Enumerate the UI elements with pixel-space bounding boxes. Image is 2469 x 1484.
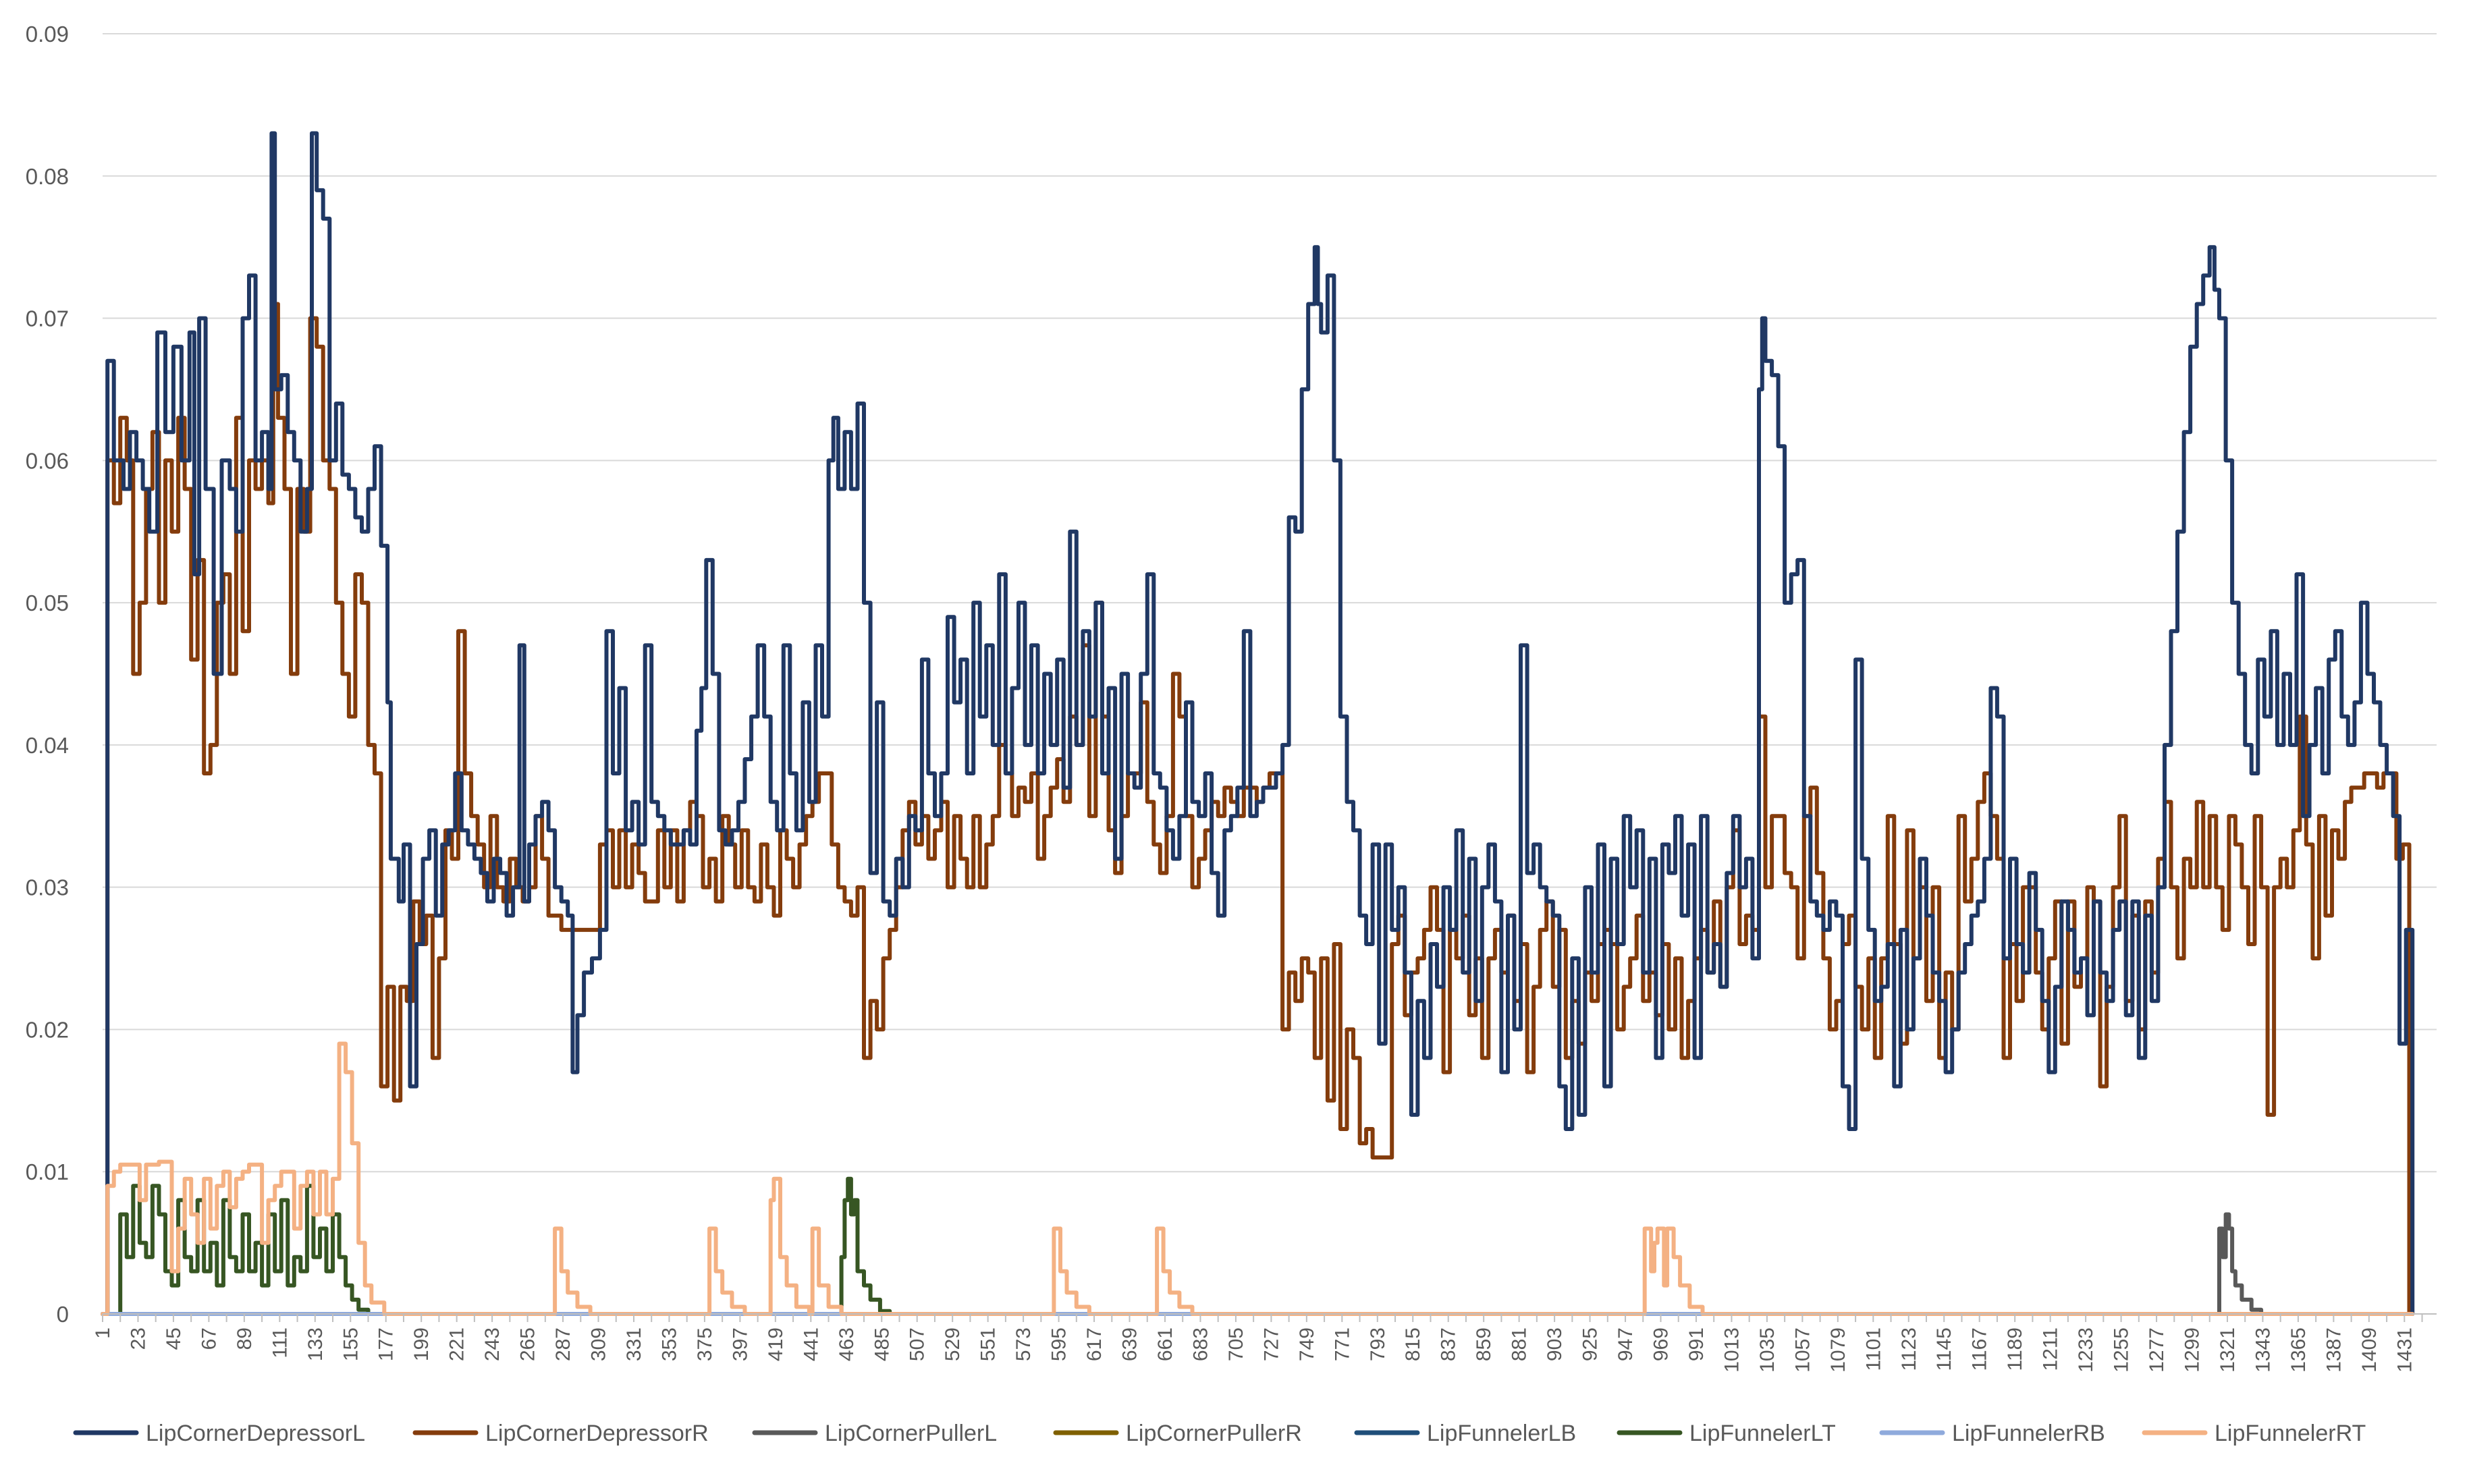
x-tick-label: 1013 (1720, 1327, 1743, 1373)
series-line-lip-corner-depressor-l (101, 131, 2415, 1316)
x-tick-label: 1431 (2393, 1327, 2416, 1373)
x-tick-label: 595 (1048, 1327, 1070, 1361)
x-tick-label: 837 (1438, 1327, 1460, 1361)
x-tick-label: 573 (1012, 1327, 1035, 1361)
x-tick-label: 265 (517, 1327, 539, 1361)
x-tick-label: 1189 (2004, 1327, 2026, 1371)
y-tick-label: 0.06 (26, 448, 69, 473)
x-tick-label: 925 (1579, 1327, 1602, 1361)
x-tick-label: 969 (1650, 1327, 1673, 1361)
x-tick-label: 441 (800, 1327, 822, 1361)
x-tick-label: 947 (1615, 1327, 1637, 1361)
x-tick-label: 155 (340, 1327, 362, 1361)
x-tick-label: 199 (410, 1327, 433, 1361)
x-tick-label: 1145 (1933, 1327, 1955, 1371)
x-tick-label: 705 (1225, 1327, 1247, 1361)
y-tick-label: 0.09 (26, 22, 69, 47)
x-tick-label: 1233 (2075, 1327, 2097, 1373)
x-tick-label: 1211 (2040, 1327, 2062, 1371)
series-line-lip-corner-puller-l (101, 1212, 2415, 1316)
x-tick-label: 243 (481, 1327, 504, 1361)
x-tick-label: 1321 (2217, 1327, 2239, 1373)
x-tick-label: 683 (1189, 1327, 1212, 1361)
y-tick-label: 0.08 (26, 164, 69, 189)
legend-label-lip-funneler-rt: LipFunnelerRT (2215, 1421, 2366, 1446)
legend-label-lip-corner-depressor-l: LipCornerDepressorL (146, 1421, 365, 1446)
x-tick-label: 529 (942, 1327, 964, 1361)
x-tick-label: 1035 (1756, 1327, 1779, 1373)
x-tick-label: 397 (729, 1327, 751, 1361)
x-tick-label: 1123 (1898, 1327, 1920, 1371)
x-tick-label: 661 (1154, 1327, 1176, 1361)
x-tick-label: 639 (1119, 1327, 1141, 1361)
x-tick-label: 1101 (1862, 1327, 1884, 1371)
legend-label-lip-funneler-lt: LipFunnelerLT (1689, 1421, 1836, 1446)
x-tick-label: 903 (1544, 1327, 1566, 1361)
x-tick-label: 1057 (1791, 1327, 1814, 1373)
x-tick-label: 1409 (2358, 1327, 2381, 1373)
x-tick-label: 771 (1331, 1327, 1353, 1361)
x-tick-label: 485 (871, 1327, 893, 1361)
series-line-lip-funneler-rt (101, 1041, 2415, 1316)
x-tick-label: 859 (1473, 1327, 1495, 1361)
legend-label-lip-corner-depressor-r: LipCornerDepressorR (485, 1421, 709, 1446)
x-tick-label: 793 (1367, 1327, 1389, 1361)
x-tick-label: 1299 (2181, 1327, 2204, 1373)
axes: 00.010.020.030.040.050.060.070.080.091 23… (26, 22, 2437, 1373)
x-tick-label: 287 (552, 1327, 574, 1361)
x-tick-label: 23 (127, 1327, 149, 1350)
legend-label-lip-funneler-lb: LipFunnelerLB (1427, 1421, 1576, 1446)
x-tick-label: 331 (623, 1327, 645, 1361)
x-tick-label: 111 (269, 1327, 291, 1358)
x-tick-label: 507 (906, 1327, 929, 1361)
x-tick-label: 419 (765, 1327, 787, 1361)
x-tick-label: 221 (446, 1327, 468, 1361)
y-tick-label: 0.07 (26, 306, 69, 331)
x-tick-label: 749 (1296, 1327, 1318, 1361)
y-tick-label: 0.01 (26, 1159, 69, 1184)
y-tick-label: 0.04 (26, 733, 69, 758)
x-tick-label: 1167 (1969, 1327, 1991, 1371)
x-tick-label: 67 (198, 1327, 220, 1350)
legend-label-lip-corner-puller-l: LipCornerPullerL (825, 1421, 997, 1446)
x-tick-label: 551 (977, 1327, 1000, 1361)
x-tick-label: 1255 (2111, 1327, 2133, 1373)
x-tick-label: 309 (588, 1327, 610, 1361)
x-tick-label: 991 (1685, 1327, 1708, 1361)
x-tick-label: 1365 (2287, 1327, 2310, 1373)
x-tick-label: 45 (163, 1327, 185, 1350)
x-tick-label: 881 (1509, 1327, 1531, 1361)
x-tick-label: 1343 (2252, 1327, 2274, 1373)
x-tick-label: 375 (694, 1327, 716, 1361)
y-tick-label: 0.03 (26, 875, 69, 900)
y-tick-label: 0 (57, 1302, 69, 1327)
x-tick-label: 1277 (2146, 1327, 2168, 1373)
x-tick-label: 1 (92, 1327, 114, 1339)
legend-label-lip-corner-puller-r: LipCornerPullerR (1126, 1421, 1302, 1446)
x-tick-label: 353 (658, 1327, 680, 1361)
x-tick-label: 133 (304, 1327, 327, 1361)
series-line-lip-funneler-lt (101, 1176, 2415, 1316)
x-tick-label: 617 (1083, 1327, 1106, 1361)
legend-label-lip-funneler-rb: LipFunnelerRB (1952, 1421, 2105, 1446)
x-tick-label: 463 (836, 1327, 858, 1361)
x-tick-label: 177 (375, 1327, 398, 1361)
x-tick-label: 727 (1260, 1327, 1282, 1361)
x-tick-label: 1079 (1827, 1327, 1849, 1373)
y-tick-label: 0.02 (26, 1017, 69, 1042)
x-tick-label: 89 (234, 1327, 256, 1350)
x-tick-label: 1387 (2323, 1327, 2345, 1373)
y-tick-label: 0.05 (26, 590, 69, 615)
legend: LipCornerDepressorL LipCornerDepressorR Li… (73, 1421, 2366, 1446)
x-tick-label: 815 (1402, 1327, 1424, 1361)
